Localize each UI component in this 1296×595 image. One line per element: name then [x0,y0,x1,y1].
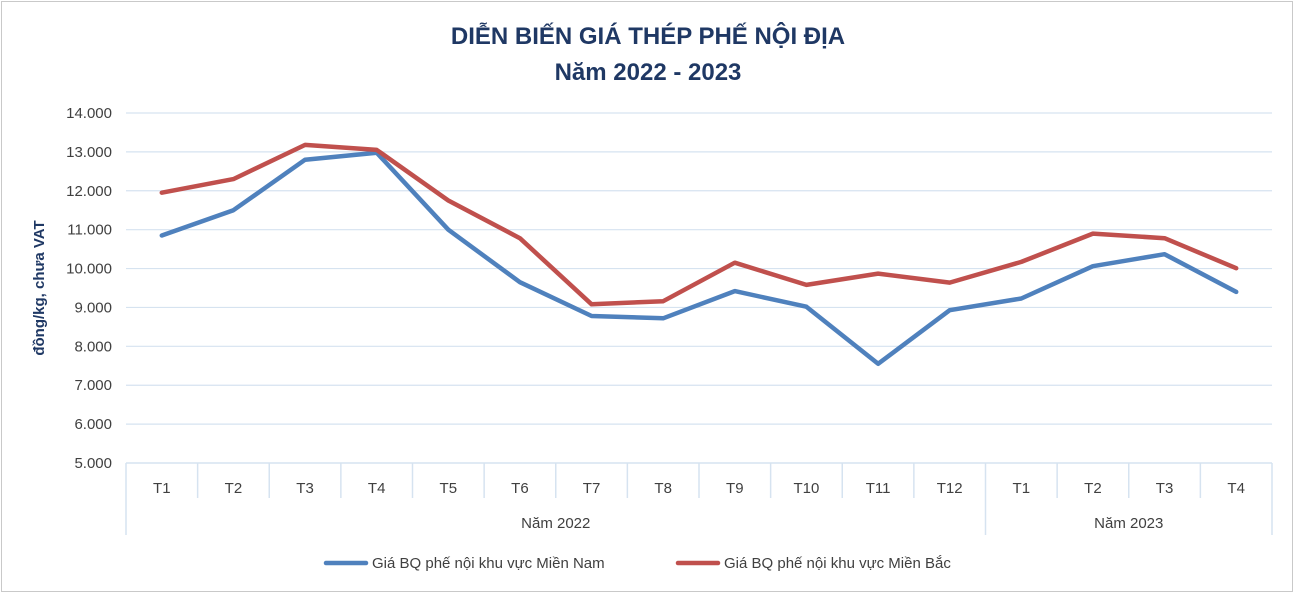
grid-lines [126,112,1272,425]
y-tick-label: 14.000 [66,105,112,122]
y-tick-label: 10.000 [66,261,112,278]
legend-label: Giá BQ phế nội khu vực Miền Bắc [724,555,951,572]
data-point [303,158,307,161]
chart-title: DIỄN BIẾN GIÁ THÉP PHẾ NỘI ĐỊA [451,21,845,50]
data-point [805,283,808,287]
data-point [375,148,378,152]
y-axis-ticks: 5.000 6.000 7.000 8.000 9.000 10.000 11.000 12.… [66,105,112,472]
data-point [590,314,593,318]
data-point [160,234,164,237]
x-tick-label: T12 [937,480,963,497]
data-point [1091,232,1095,235]
data-point [518,237,522,240]
data-point [948,308,951,312]
x-tick-label: T11 [866,480,891,497]
data-point [1163,237,1166,240]
legend-label: Giá BQ phế nội khu vực Miền Nam [372,555,605,572]
data-point [518,280,522,284]
data-point [1163,252,1166,256]
y-tick-label: 7.000 [74,377,112,394]
x-tick-label: T4 [1227,480,1245,497]
y-axis-label: đồng/kg, chưa VAT [31,220,48,355]
data-point [661,317,665,320]
x-tick-label: T7 [583,480,601,497]
data-point [733,261,737,264]
data-point [1020,297,1023,300]
x-tick-label: T4 [368,480,386,497]
y-tick-label: 5.000 [74,455,112,472]
y-tick-label: 6.000 [74,416,112,433]
data-point [232,177,235,181]
data-point [232,209,235,212]
chart-subtitle: Năm 2022 - 2023 [555,59,742,86]
x-tick-label: T8 [654,480,672,497]
x-tick-label: T5 [440,480,458,497]
data-point [447,199,450,202]
data-point [733,289,737,293]
x-tick-label: T1 [153,480,171,497]
y-tick-label: 9.000 [74,299,112,316]
x-group-label: Năm 2023 [1094,515,1163,532]
x-tick-label: T9 [726,480,744,497]
x-tick-label: T3 [1156,480,1174,497]
data-point [303,143,307,147]
data-point [160,191,164,194]
x-tick-label: T2 [1084,480,1102,497]
data-point [876,272,880,275]
y-tick-label: 8.000 [74,338,112,355]
data-point [1091,265,1095,268]
y-tick-label: 12.000 [66,183,112,200]
series-line-1 [159,150,1239,367]
legend: Giá BQ phế nội khu vực Miền Nam Giá BQ ph… [323,555,951,572]
data-point [590,303,593,306]
x-tick-label: T1 [1013,480,1031,497]
data-point [948,281,951,284]
series-lines [159,142,1239,367]
y-tick-label: 11.000 [67,222,112,239]
x-group-label: Năm 2022 [521,515,590,532]
data-point [1234,290,1238,294]
data-point [661,300,665,303]
data-point [876,362,880,366]
x-tick-label: T10 [794,480,820,497]
y-tick-label: 13.000 [66,144,112,161]
data-point [805,305,808,308]
x-axis: T1 T2 T3 T4 T5 T6 T7 T8 T9 T10 T11 T12 T1 T2 T3 T4 Năm 2… [125,462,1273,535]
data-point [1234,266,1238,270]
x-tick-label: T3 [296,480,314,497]
data-point [1020,260,1023,264]
x-tick-label: T6 [511,480,529,497]
x-tick-label: T2 [225,480,243,497]
data-point [447,228,450,231]
series-line-2 [159,142,1239,307]
